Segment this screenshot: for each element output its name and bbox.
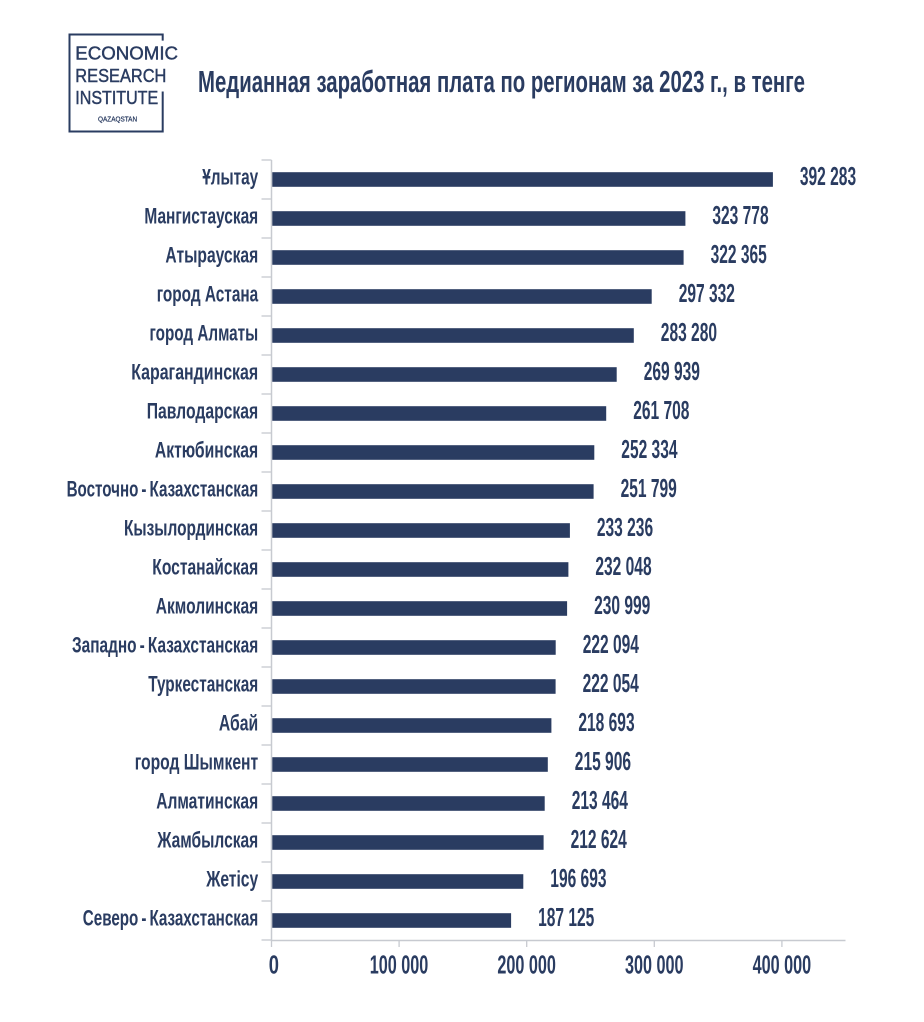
svg-text:297 332: 297 332 <box>679 280 735 308</box>
svg-text:200 000: 200 000 <box>497 952 556 980</box>
svg-text:Павлодарская: Павлодарская <box>147 399 259 424</box>
svg-text:187 125: 187 125 <box>538 904 594 932</box>
svg-text:Акмолинская: Акмолинская <box>156 594 258 619</box>
svg-text:Карагандинская: Карагандинская <box>131 360 258 385</box>
svg-text:232 048: 232 048 <box>595 553 651 581</box>
svg-text:Атырауская: Атырауская <box>165 243 258 268</box>
svg-text:Ұлытау: Ұлытау <box>202 165 258 190</box>
svg-text:Жетісу: Жетісу <box>205 867 258 892</box>
svg-text:Восточно - Казахстанская: Восточно - Казахстанская <box>67 477 259 502</box>
svg-text:230 999: 230 999 <box>594 592 650 620</box>
svg-text:222 054: 222 054 <box>583 670 640 698</box>
svg-text:Мангистауская: Мангистауская <box>144 204 258 229</box>
svg-text:QAZAQSTAN: QAZAQSTAN <box>98 115 137 124</box>
svg-text:252 334: 252 334 <box>621 436 678 464</box>
svg-text:251 799: 251 799 <box>621 475 677 503</box>
svg-text:Жамбылская: Жамбылская <box>157 828 259 853</box>
svg-text:0: 0 <box>269 952 279 980</box>
svg-text:283 280: 283 280 <box>661 319 717 347</box>
svg-text:Туркестанская: Туркестанская <box>148 672 258 697</box>
svg-text:Алматинская: Алматинская <box>156 789 258 814</box>
svg-text:город Алматы: город Алматы <box>150 321 259 346</box>
svg-text:Медианная заработная плата по: Медианная заработная плата по регионам з… <box>198 64 805 99</box>
svg-text:196 693: 196 693 <box>550 865 606 893</box>
svg-text:261 708: 261 708 <box>633 397 689 425</box>
svg-text:222 094: 222 094 <box>583 631 640 659</box>
svg-text:Актюбинская: Актюбинская <box>155 438 258 463</box>
svg-text:Западно - Казахстанская: Западно - Казахстанская <box>72 633 258 658</box>
svg-text:город Шымкент: город Шымкент <box>135 750 259 775</box>
svg-text:RESEARCH: RESEARCH <box>75 65 166 86</box>
svg-text:323 778: 323 778 <box>712 202 768 230</box>
svg-text:100 000: 100 000 <box>370 952 429 980</box>
svg-text:213 464: 213 464 <box>572 787 629 815</box>
svg-text:Северо - Казахстанская: Северо - Казахстанская <box>83 906 258 931</box>
svg-text:218 693: 218 693 <box>578 709 634 737</box>
svg-text:392 283: 392 283 <box>800 163 856 191</box>
svg-text:Кызылординская: Кызылординская <box>124 516 258 541</box>
svg-text:215 906: 215 906 <box>575 748 631 776</box>
svg-text:233 236: 233 236 <box>597 514 653 542</box>
svg-text:Абай: Абай <box>219 711 258 736</box>
svg-text:269 939: 269 939 <box>644 358 700 386</box>
svg-text:300 000: 300 000 <box>625 952 684 980</box>
svg-text:212 624: 212 624 <box>571 826 628 854</box>
svg-text:322 365: 322 365 <box>711 241 767 269</box>
svg-text:ECONOMIC: ECONOMIC <box>75 43 178 64</box>
svg-text:Костанайская: Костанайская <box>152 555 258 580</box>
svg-text:город Астана: город Астана <box>157 282 259 307</box>
svg-text:400 000: 400 000 <box>753 952 812 980</box>
svg-text:INSTITUTE: INSTITUTE <box>75 87 158 108</box>
